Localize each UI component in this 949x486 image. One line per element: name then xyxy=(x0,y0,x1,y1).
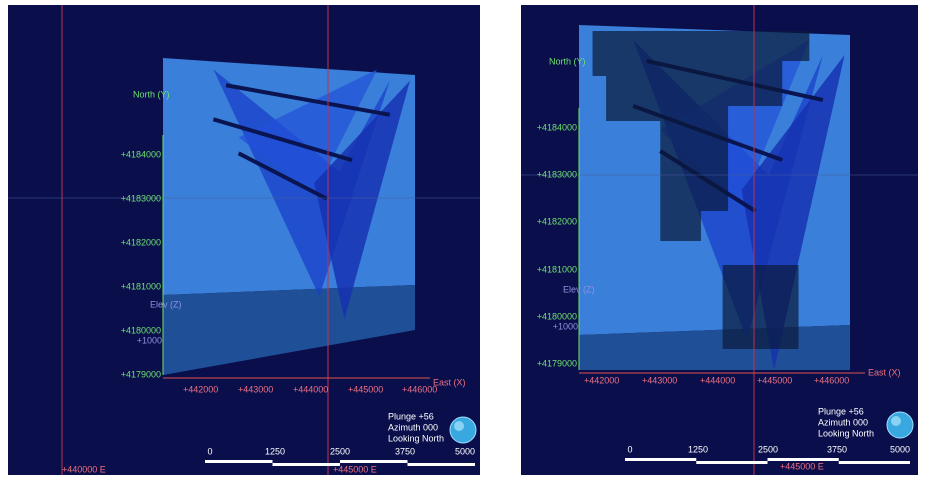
east-tick-label: +445000 xyxy=(348,384,383,394)
scale-bar-label: 2500 xyxy=(330,446,350,456)
scale-bar-segment xyxy=(838,461,910,464)
east-tick-label: +444000 xyxy=(700,375,735,385)
east-tick-label: +442000 xyxy=(183,384,218,394)
orientation-text: Looking North xyxy=(818,428,874,438)
scale-bar-label: 3750 xyxy=(827,444,847,454)
north-tick-label: +4182000 xyxy=(537,216,577,226)
elev-axis-label: Elev (Z) xyxy=(563,284,595,294)
scale-bar-label: 0 xyxy=(627,444,632,454)
east-tick-label: +446000 xyxy=(402,384,437,394)
scale-bar-segment xyxy=(340,460,408,463)
scale-bar-segment xyxy=(625,458,697,461)
north-tick-label: +4181000 xyxy=(537,264,577,274)
scale-bar-label: 1250 xyxy=(688,444,708,454)
north-tick-label: +4179000 xyxy=(537,358,577,368)
fault-plane xyxy=(238,69,378,195)
north-tick-label: +4181000 xyxy=(121,281,161,291)
orientation-text: Plunge +56 xyxy=(818,406,864,416)
viewport: North (Y) +4184000 +4183000 +4182000 +418100… xyxy=(8,5,480,475)
globe-icon xyxy=(449,416,477,444)
north-tick-label: +4184000 xyxy=(537,122,577,132)
east-tick-label: +444000 xyxy=(293,384,328,394)
north-tick-label: +4184000 xyxy=(121,149,161,159)
north-tick-label: +4179000 xyxy=(121,369,161,379)
fault-trace xyxy=(212,117,353,163)
scale-bar-label: 1250 xyxy=(265,446,285,456)
east-tick-label: +446000 xyxy=(814,375,849,385)
grid-label: +440000 E xyxy=(62,464,106,474)
scale-bar-label: 5000 xyxy=(890,444,910,454)
elev-tick-label: +1000 xyxy=(553,321,578,331)
viewport: North (Y) +4184000 +4183000 +4182000 +418100… xyxy=(521,5,918,475)
terrain-lower xyxy=(163,285,415,375)
scale-bar-segment xyxy=(407,463,475,466)
orientation-text: Plunge +56 xyxy=(388,411,434,421)
elev-axis-label: Elev (Z) xyxy=(150,299,182,309)
scale-bar-segment xyxy=(272,463,340,466)
scale-bar-label: 0 xyxy=(207,446,212,456)
orientation-text: Azimuth 000 xyxy=(818,417,868,427)
scale-bar-segment xyxy=(767,458,839,461)
east-tick-label: +443000 xyxy=(238,384,273,394)
east-tick-label: +445000 xyxy=(757,375,792,385)
elev-tick-label: +1000 xyxy=(137,335,162,345)
scale-bar-segment xyxy=(696,461,768,464)
globe-icon xyxy=(886,411,914,439)
east-tick-label: +442000 xyxy=(584,375,619,385)
north-tick-label: +4180000 xyxy=(537,311,577,321)
north-axis-label: North (Y) xyxy=(133,89,170,99)
fault-plane xyxy=(314,80,410,320)
globe-highlight xyxy=(891,416,901,426)
scale-bar-label: 2500 xyxy=(758,444,778,454)
north-axis-label: North (Y) xyxy=(549,56,586,66)
fault-trace xyxy=(225,83,391,117)
grid-label: +445000 E xyxy=(333,464,377,474)
east-tick-label: +443000 xyxy=(642,375,677,385)
scale-bar-label: 5000 xyxy=(455,446,475,456)
orientation-text: Azimuth 000 xyxy=(388,422,438,432)
orientation-text: Looking North xyxy=(388,433,444,443)
east-axis-label: East (X) xyxy=(868,367,901,377)
east-axis-label: East (X) xyxy=(433,377,466,387)
north-tick-label: +4183000 xyxy=(537,169,577,179)
scale-bar-segment xyxy=(205,460,273,463)
fault-trace xyxy=(237,151,328,201)
globe-highlight xyxy=(454,421,464,431)
north-tick-label: +4183000 xyxy=(121,193,161,203)
north-tick-label: +4180000 xyxy=(121,325,161,335)
block-model xyxy=(722,265,799,349)
north-tick-label: +4182000 xyxy=(121,237,161,247)
block-model xyxy=(592,31,810,241)
grid-label: +445000 E xyxy=(780,461,824,471)
scale-bar-label: 3750 xyxy=(395,446,415,456)
